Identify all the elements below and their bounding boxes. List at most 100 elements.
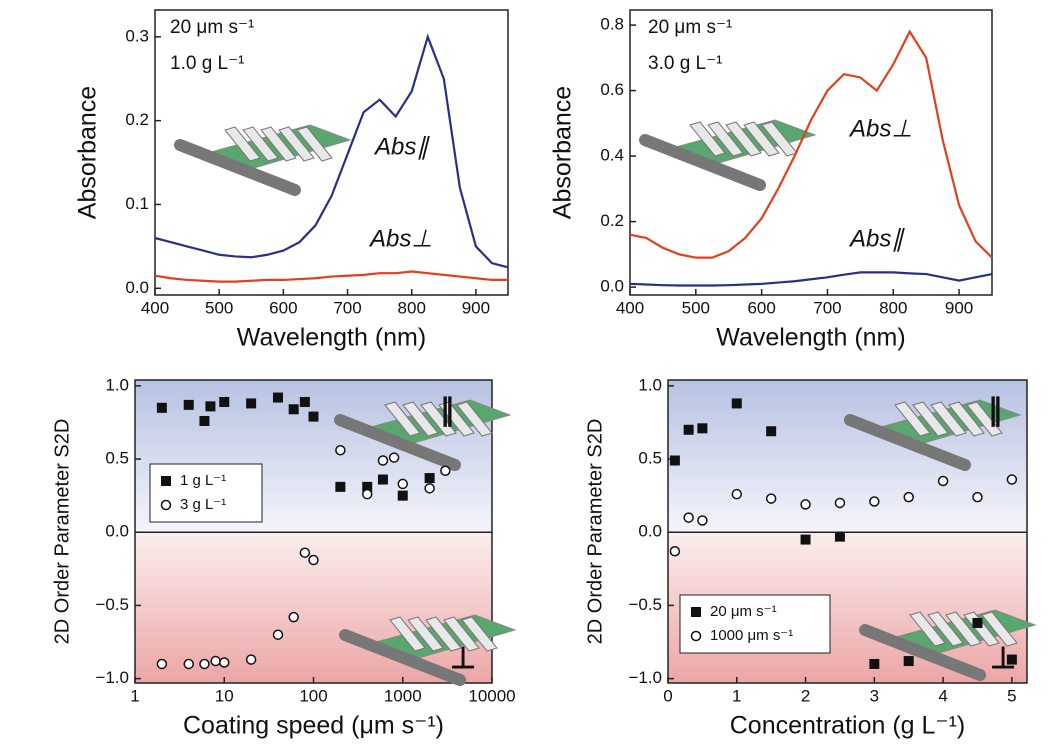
y-tick-label: 0.6 [600, 80, 624, 99]
circle-marker [765, 493, 777, 504]
film-stripe [689, 121, 726, 157]
film-stripe [707, 121, 744, 157]
circle-marker [361, 488, 373, 500]
circle-marker [683, 512, 694, 523]
coating-rod [339, 629, 466, 686]
coating-rod [859, 624, 986, 681]
inset-diagram [174, 124, 352, 196]
film-stripe [456, 401, 493, 437]
circle-marker [834, 497, 846, 509]
film-stripe [260, 126, 297, 162]
inset-diagram [339, 614, 517, 686]
annotation: 1.0 g L⁻¹ [170, 53, 244, 74]
x-tick-label: 10000 [468, 686, 515, 705]
x-tick-label: 1 [130, 686, 139, 705]
circle-marker [397, 478, 408, 490]
coating-rod [334, 414, 461, 471]
square-marker [156, 402, 167, 413]
y-tick-label: 0.0 [105, 522, 129, 541]
film-stripe [296, 126, 333, 162]
square-marker [800, 534, 811, 545]
circle-marker [388, 452, 400, 463]
film-stripe [224, 126, 261, 162]
x-axis-label: Coating speed (μm s⁻¹) [183, 712, 444, 740]
annotation: 3.0 g L⁻¹ [648, 53, 722, 74]
x-tick-label: 100 [299, 686, 327, 705]
inset-diagram [859, 609, 1037, 681]
film-stripe [930, 401, 967, 437]
film-stripe [912, 401, 949, 437]
y-tick-label: 0.0 [125, 278, 149, 297]
y-tick-label: 0.3 [125, 26, 149, 45]
circle-marker [690, 630, 702, 642]
circle-marker [219, 657, 230, 668]
legend-box [149, 463, 263, 523]
y-tick-label: −0.5 [628, 595, 662, 614]
square-marker [219, 396, 230, 407]
circle-marker [335, 445, 346, 456]
plot-frame [629, 9, 993, 296]
y-tick-label: 0.0 [600, 277, 624, 296]
series-label: Abs⊥ [848, 115, 912, 142]
film-stripe [461, 616, 498, 652]
y-tick-label: 0.4 [600, 146, 624, 165]
y-axis-label: 2D Order Parameter S2D [584, 419, 606, 645]
inset-diagram [844, 399, 1022, 471]
y-axis-label: Absorbance [549, 86, 577, 219]
circle-marker [199, 658, 210, 670]
film-stripe [981, 611, 1018, 647]
x-axis-label: Concentration (g L⁻¹) [730, 712, 966, 740]
circle-marker [272, 629, 284, 640]
circle-marker [424, 483, 435, 494]
film-stripe [443, 616, 480, 652]
square-marker [183, 399, 194, 410]
film-stripe [909, 611, 946, 647]
annotation: 20 μm s⁻¹ [648, 17, 732, 38]
y-axis-label: Absorbance [74, 86, 102, 219]
x-tick-label: 500 [205, 298, 233, 317]
film-stripe [402, 401, 439, 437]
square-marker [1006, 654, 1017, 665]
circle-marker [156, 658, 168, 670]
circle-marker [800, 499, 811, 510]
square-marker [299, 396, 310, 407]
square-marker [424, 473, 435, 484]
x-tick-label: 1 [732, 686, 741, 705]
x-tick-label: 10 [215, 686, 234, 705]
x-tick-label: 4 [938, 686, 947, 705]
y-tick-label: −0.5 [95, 595, 129, 614]
square-marker [199, 415, 210, 426]
x-tick-label: 500 [682, 298, 710, 317]
circle-marker [245, 654, 257, 665]
film-stripe [945, 611, 982, 647]
circle-marker [288, 611, 299, 623]
square-marker [205, 401, 216, 412]
y-tick-label: 0.5 [105, 449, 129, 468]
y-tick-label: 1.0 [105, 375, 129, 394]
square-marker [683, 424, 694, 435]
y-tick-label: 1.0 [638, 375, 662, 394]
film-stripe [725, 121, 762, 157]
circle-marker [903, 491, 914, 503]
coating-rod [639, 134, 766, 191]
annotation: 20 μm s⁻¹ [170, 17, 254, 38]
square-marker [834, 531, 845, 542]
square-marker [669, 455, 680, 466]
film-stripe [389, 616, 426, 652]
y-tick-label: −1.0 [628, 668, 662, 687]
circle-marker [937, 475, 949, 487]
x-tick-label: 600 [747, 298, 775, 317]
y-tick-label: 0.0 [638, 522, 662, 541]
y-tick-label: 0.2 [125, 110, 149, 129]
film-stripe [948, 401, 985, 437]
square-marker [869, 658, 880, 669]
series-label: Abs∥ [848, 225, 905, 252]
y-tick-label: 0.1 [125, 194, 149, 213]
film-stripe [966, 401, 1003, 437]
film-stripe [438, 401, 475, 437]
legend-label: 1 g L⁻¹ [180, 472, 226, 489]
legend-label: 20 μm s⁻¹ [710, 603, 777, 620]
series-label: Abs∥ [373, 133, 430, 160]
coating-rod [174, 139, 301, 196]
x-axis-label: Wavelength (nm) [237, 324, 426, 352]
